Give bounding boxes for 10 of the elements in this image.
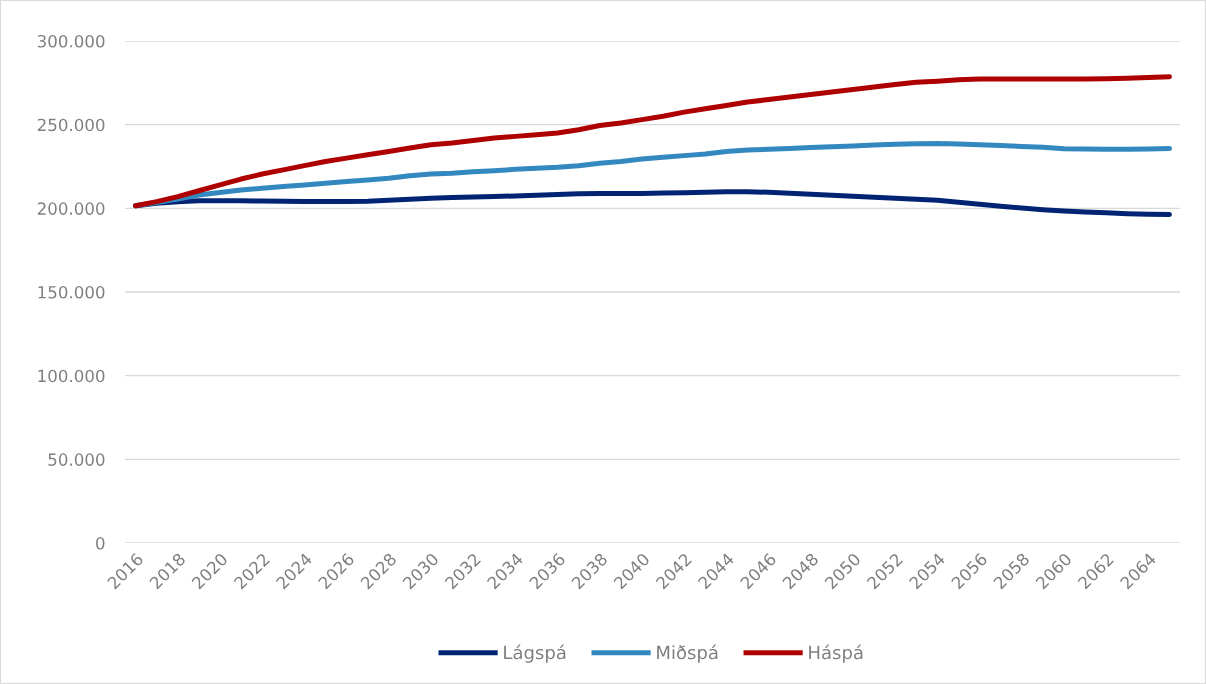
y-tick-label: 100.000 (38, 369, 105, 383)
y-tick-label: 250.000 (37, 118, 105, 132)
y-tick-label: 50.000 (48, 453, 105, 466)
legend-label: Miðspá (657, 644, 718, 663)
y-tick-label: 150.000 (38, 285, 105, 299)
legend-label: Lágspá (504, 644, 566, 663)
y-tick-label: 300.000 (37, 34, 105, 48)
y-tick-label: 200.000 (37, 202, 105, 215)
legend-label: Háspá (809, 644, 863, 663)
y-tick-label: 0 (96, 536, 105, 550)
